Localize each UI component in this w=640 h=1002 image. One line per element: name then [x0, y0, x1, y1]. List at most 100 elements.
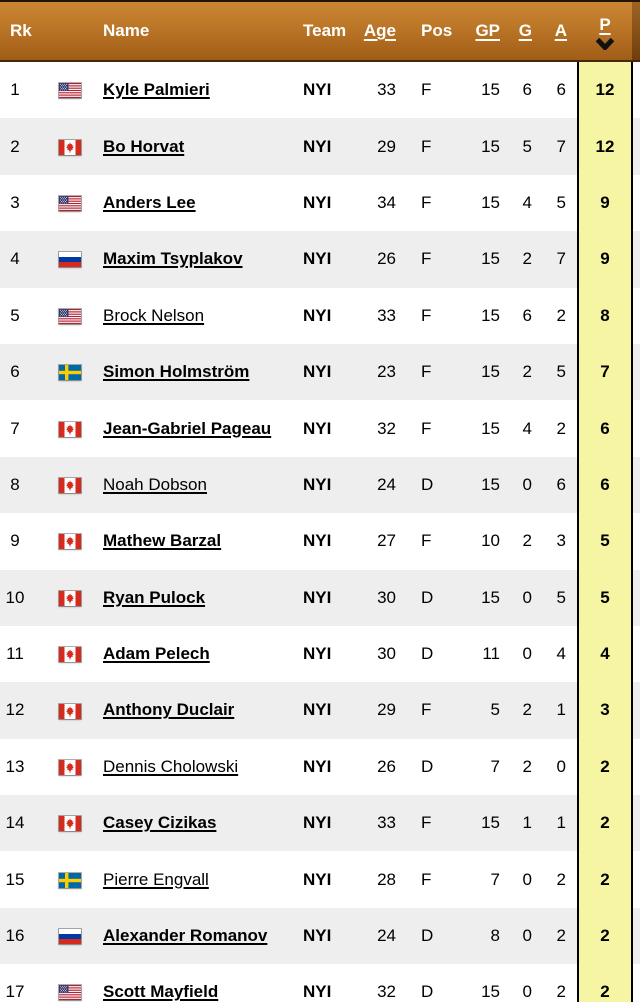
flag-canada-icon — [58, 534, 81, 550]
header-gp-sort[interactable]: GP — [455, 0, 504, 62]
assists-cell: 6 — [556, 474, 566, 494]
table-row: 2 Bo Horvat NYI 29 F 15 5 7 12 — [0, 118, 640, 175]
next-column-clipped-cell — [632, 175, 640, 231]
age-cell: 30 — [377, 644, 396, 664]
pos-cell: F — [421, 249, 432, 269]
goals-cell: 2 — [522, 249, 532, 269]
points-cell: 9 — [577, 231, 633, 288]
flag-canada-icon — [58, 759, 81, 775]
flag-cell — [30, 457, 95, 513]
age-cell: 26 — [377, 756, 396, 776]
assists-cell: 4 — [556, 644, 566, 664]
team-cell: NYI — [303, 192, 332, 212]
player-link[interactable]: Jean-Gabriel Pageau — [103, 418, 272, 438]
player-link[interactable]: Noah Dobson — [103, 474, 207, 494]
age-cell: 23 — [377, 362, 396, 382]
assists-cell: 5 — [556, 192, 566, 212]
assists-cell: 0 — [556, 756, 566, 776]
pos-cell: D — [421, 644, 434, 664]
name-cell: Brock Nelson — [95, 288, 295, 344]
player-link[interactable]: Adam Pelech — [103, 644, 210, 664]
goals-cell: 0 — [522, 587, 532, 607]
player-link[interactable]: Simon Holmström — [103, 362, 250, 382]
flag-canada-icon — [58, 421, 81, 437]
name-cell: Anders Lee — [95, 175, 295, 231]
rank-cell: 17 — [5, 982, 25, 1002]
header-a-sort[interactable]: A — [536, 0, 578, 62]
gp-cell: 15 — [481, 474, 500, 494]
points-cell: 5 — [577, 513, 633, 570]
name-cell: Maxim Tsyplakov — [95, 231, 295, 287]
player-link[interactable]: Dennis Cholowski — [103, 756, 239, 776]
player-link[interactable]: Anders Lee — [103, 192, 196, 212]
goals-cell: 2 — [522, 756, 532, 776]
rank-cell: 7 — [10, 418, 20, 438]
gp-cell: 15 — [481, 813, 500, 833]
age-cell: 29 — [377, 700, 396, 720]
table-row: 6 Simon Holmström NYI 23 F 15 2 5 7 — [0, 343, 640, 401]
player-link[interactable]: Bo Horvat — [103, 136, 185, 156]
name-cell: Bo Horvat — [95, 118, 295, 174]
team-cell: NYI — [303, 869, 332, 889]
goals-cell: 4 — [522, 418, 532, 438]
player-link[interactable]: Alexander Romanov — [103, 926, 268, 946]
flag-cell — [30, 964, 95, 1002]
header-g-sort[interactable]: G — [504, 0, 536, 62]
player-link[interactable]: Kyle Palmieri — [103, 80, 210, 100]
gp-cell: 15 — [481, 587, 500, 607]
name-cell: Ryan Pulock — [95, 570, 295, 626]
rank-cell: 2 — [10, 136, 20, 156]
team-cell: NYI — [303, 926, 332, 946]
points-cell: 2 — [577, 795, 633, 852]
sort-desc-icon — [595, 37, 615, 50]
table-row: 14 Casey Cizikas NYI 33 F 15 1 1 2 — [0, 795, 640, 852]
pos-cell: D — [421, 587, 434, 607]
goals-cell: 2 — [522, 700, 532, 720]
pos-cell: F — [421, 305, 432, 325]
player-link[interactable]: Pierre Engvall — [103, 869, 209, 889]
assists-cell: 2 — [556, 418, 566, 438]
goals-cell: 2 — [522, 531, 532, 551]
header-p-sort[interactable]: P — [578, 0, 632, 62]
player-link[interactable]: Scott Mayfield — [103, 982, 219, 1002]
gp-cell: 15 — [481, 418, 500, 438]
player-link[interactable]: Anthony Duclair — [103, 700, 235, 720]
flag-cell — [30, 288, 95, 344]
gp-cell: 10 — [481, 531, 500, 551]
flag-cell — [30, 851, 95, 907]
assists-cell: 1 — [556, 813, 566, 833]
goals-cell: 6 — [522, 305, 532, 325]
table-row: 10 Ryan Pulock NYI 30 D 15 0 5 5 — [0, 569, 640, 626]
next-column-clipped-cell — [632, 118, 640, 174]
flag-cell — [30, 400, 95, 456]
team-cell: NYI — [303, 982, 332, 1002]
age-cell: 26 — [377, 249, 396, 269]
goals-cell: 0 — [522, 869, 532, 889]
rank-cell: 10 — [5, 587, 25, 607]
age-cell: 33 — [377, 813, 396, 833]
name-cell: Anthony Duclair — [95, 682, 295, 738]
assists-cell: 2 — [556, 869, 566, 889]
flag-cell — [30, 61, 95, 118]
table-row: 7 Jean-Gabriel Pageau NYI 32 F 15 4 2 6 — [0, 400, 640, 457]
player-link[interactable]: Maxim Tsyplakov — [103, 249, 243, 269]
player-link[interactable]: Brock Nelson — [103, 305, 205, 325]
player-link[interactable]: Ryan Pulock — [103, 587, 206, 607]
rank-cell: 3 — [10, 192, 20, 212]
team-cell: NYI — [303, 644, 332, 664]
player-link[interactable]: Casey Cizikas — [103, 813, 217, 833]
points-cell: 6 — [577, 400, 633, 457]
rank-cell: 5 — [10, 305, 20, 325]
team-cell: NYI — [303, 305, 332, 325]
table-row: 4 Maxim Tsyplakov NYI 26 F 15 2 7 9 — [0, 231, 640, 288]
flag-cell — [30, 739, 95, 795]
player-link[interactable]: Mathew Barzal — [103, 531, 222, 551]
name-cell: Simon Holmström — [95, 344, 295, 400]
rank-cell: 15 — [5, 869, 25, 889]
assists-cell: 6 — [556, 80, 566, 100]
header-age-sort[interactable]: Age — [350, 0, 400, 62]
flag-canada-icon — [58, 590, 81, 606]
points-cell: 12 — [577, 118, 633, 175]
age-cell: 29 — [377, 136, 396, 156]
points-cell: 2 — [577, 738, 633, 796]
